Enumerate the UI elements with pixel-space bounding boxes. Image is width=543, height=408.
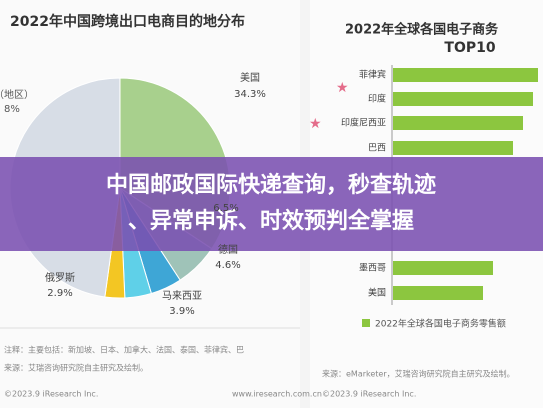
category-label: 印度 bbox=[368, 93, 386, 105]
bar bbox=[393, 68, 538, 82]
slice-label: 4.6% bbox=[215, 260, 240, 271]
category-label: 墨西哥 bbox=[359, 263, 386, 274]
source: 来源：艾瑞咨询研究院自主研究及绘制。 bbox=[4, 363, 148, 373]
right-title: 2022年全球各国电子商务 bbox=[345, 22, 499, 38]
right-source: 来源：eMarketer，艾瑞咨询研究院自主研究及绘制。 bbox=[322, 369, 515, 379]
slice-label: 34.3% bbox=[234, 89, 266, 100]
note: 注释：主要包括：新加坡、日本、加拿大、法国、泰国、菲律宾、巴 bbox=[4, 345, 244, 355]
slice-name: 马来西亚 bbox=[162, 290, 202, 302]
bar bbox=[393, 286, 483, 300]
right-subtitle: TOP10 bbox=[444, 40, 495, 56]
category-label: 菲律宾 bbox=[359, 69, 386, 81]
legend: 2022年全球各国电子商务零售额 bbox=[375, 318, 506, 330]
bar bbox=[393, 116, 523, 130]
slice-name: 美国 bbox=[240, 71, 260, 84]
slice-name: 俄罗斯 bbox=[45, 271, 75, 284]
slice-label: 2.9% bbox=[47, 288, 72, 299]
site: www.iresearch.com.cn bbox=[232, 390, 322, 399]
bar bbox=[393, 92, 533, 106]
legend-swatch bbox=[362, 319, 370, 327]
bar bbox=[393, 261, 493, 275]
left-title: 2022年中国跨境出口电商目的地分布 bbox=[10, 13, 245, 30]
star: ★ bbox=[336, 80, 349, 96]
slice-name: 德国 bbox=[218, 243, 238, 256]
region-value: 8% bbox=[4, 104, 20, 115]
slice-label: 3.9% bbox=[169, 306, 194, 317]
banner bbox=[0, 157, 543, 251]
slice-label: 6.5% bbox=[213, 203, 238, 214]
banner-line: 中国邮政国际快递查询，秒查轨迹 bbox=[106, 172, 436, 198]
region-label: （地区） bbox=[0, 88, 34, 101]
bars bbox=[393, 68, 538, 300]
category-label: 印度尼西亚 bbox=[341, 117, 386, 129]
category-label: 巴西 bbox=[368, 143, 386, 154]
right-copyright: ©2023.9 iResearch Inc. bbox=[322, 390, 416, 399]
copyright: ©2023.9 iResearch Inc. bbox=[4, 390, 98, 399]
category-label: 美国 bbox=[368, 287, 386, 299]
banner-line: 、异常申诉、时效预判全掌握 bbox=[128, 208, 414, 234]
bar bbox=[393, 141, 513, 155]
star: ★ bbox=[309, 116, 322, 132]
